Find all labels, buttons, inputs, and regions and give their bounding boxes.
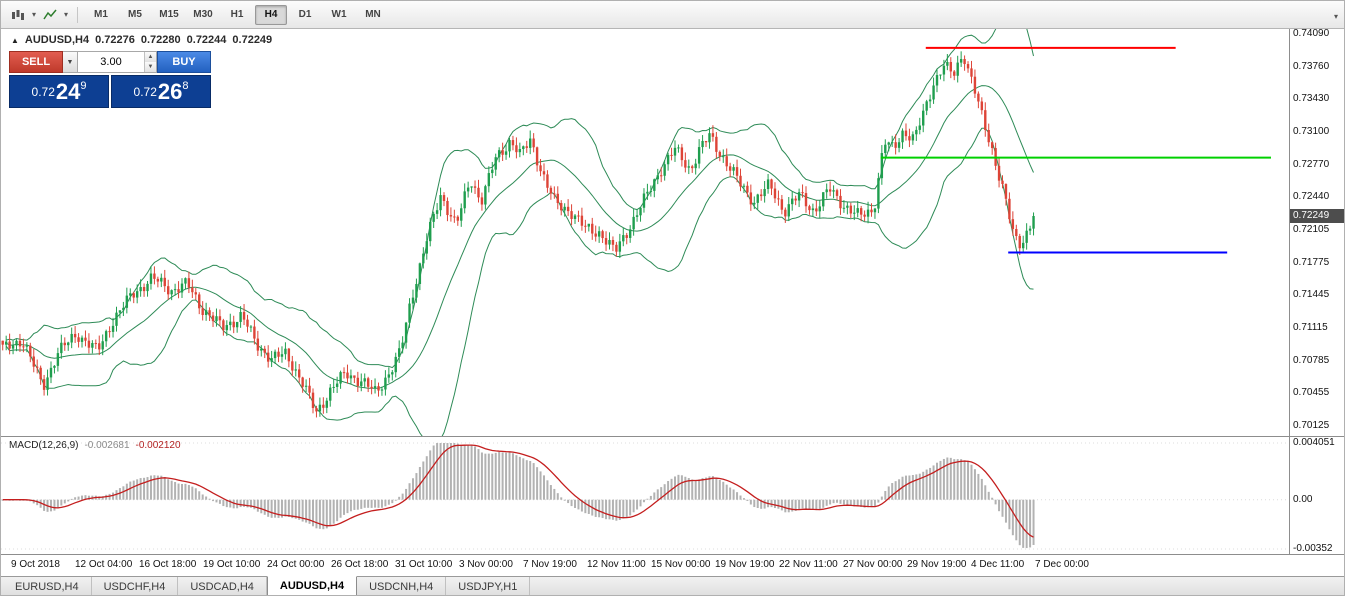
chart-tab-bar: EURUSD,H4 USDCHF,H4 USDCAD,H4 AUDUSD,H4 USDC… [1,576,1344,595]
sell-price-big: 24 [55,78,81,104]
trade-prices-row: 0.72 24 9 0.72 26 8 [9,75,211,108]
time-tick: 24 Oct 00:00 [267,559,325,570]
timeframe-m5[interactable]: M5 [128,9,142,20]
chart-type-dropdown-icon[interactable]: ▾ [31,10,36,19]
sell-button[interactable]: SELL [9,51,63,73]
price-tick: 0.72105 [1293,224,1330,236]
chart-area: ▲ AUDUSD,H4 0.72276 0.72280 0.72244 0.72… [1,28,1344,577]
toolbar: ▾ ▾ M1 M5 M15 M30 H1 H4 D1 W1 MN ▾ [1,1,1344,29]
timeframe-m30[interactable]: M30 [193,9,213,20]
time-tick: 7 Dec 00:00 [1035,559,1089,570]
price-tick: 0.71775 [1293,256,1330,268]
time-tick: 4 Dec 11:00 [971,559,1025,570]
indicators-icon[interactable] [39,5,61,25]
buy-price-big: 26 [157,78,183,104]
time-tick: 7 Nov 19:00 [523,559,577,570]
chart-tab-usdcnh-h4[interactable]: USDCNH,H4 [357,577,447,595]
time-axis[interactable]: 9 Oct 2018 12 Oct 04:00 16 Oct 18:00 19 Oct… [1,554,1344,577]
timeframe-mn[interactable]: MN [365,9,381,20]
price-tick: 0.74090 [1293,28,1330,39]
time-tick: 22 Nov 11:00 [779,559,838,570]
volume-input[interactable] [78,52,144,72]
time-tick: 15 Nov 00:00 [651,559,711,570]
quote-header: ▲ AUDUSD,H4 0.72276 0.72280 0.72244 0.72… [11,34,272,46]
volume-box: ▲ ▼ [78,51,157,73]
macd-tick: -0.00352 [1293,543,1333,554]
buy-price-pip: 8 [182,80,189,92]
price-tick: 0.72440 [1293,191,1330,203]
time-tick: 19 Nov 19:00 [715,559,775,570]
volume-stepper: ▲ ▼ [144,52,156,72]
price-tick: 0.72770 [1293,158,1330,170]
price-axis[interactable]: 0.74090 0.73760 0.73430 0.73100 0.72770 0.724… [1289,28,1344,436]
quote-high: 0.72280 [140,34,181,46]
price-tick: 0.71115 [1293,322,1328,334]
toolbar-overflow-icon[interactable]: ▾ [1333,11,1338,21]
time-tick: 9 Oct 2018 [11,559,60,570]
price-tick: 0.70455 [1293,387,1330,399]
price-tick: 0.71445 [1293,289,1330,301]
toolbar-separator [77,6,78,23]
trade-controls-row: SELL ▼ ▲ ▼ BUY [9,51,211,73]
chart-tab-audusd-h4[interactable]: AUDUSD,H4 [266,576,358,595]
quote-open: 0.72276 [95,34,135,46]
toolbar-right: ▾ [1334,6,1338,24]
time-tick: 29 Nov 19:00 [907,559,967,570]
time-tick: 27 Nov 00:00 [843,559,903,570]
macd-tick: 0.004051 [1293,437,1335,448]
time-tick: 31 Oct 10:00 [395,559,453,570]
timeframe-d1[interactable]: D1 [298,9,312,20]
indicator-line-glyph [43,9,57,19]
buy-price-box[interactable]: 0.72 26 8 [111,75,211,108]
candlestick-glyph [12,9,24,20]
time-tick: 19 Oct 10:00 [203,559,261,570]
macd-main-value: -0.002681 [84,440,130,451]
macd-signal-value: -0.002120 [135,440,181,451]
time-tick: 12 Nov 11:00 [587,559,646,570]
chart-tab-usdchf-h4[interactable]: USDCHF,H4 [92,577,179,595]
volume-decrease-icon[interactable]: ▼ [145,62,156,72]
one-click-trading-panel: SELL ▼ ▲ ▼ BUY 0.72 24 9 0.7 [9,51,211,108]
chart-type-icon[interactable] [7,5,29,25]
price-chart[interactable] [1,29,1289,436]
sell-price-box[interactable]: 0.72 24 9 [9,75,109,108]
chart-tab-eurusd-h4[interactable]: EURUSD,H4 [3,577,92,595]
time-tick: 26 Oct 18:00 [331,559,389,570]
macd-panel[interactable] [1,436,1289,554]
price-tick: 0.70785 [1293,354,1330,366]
time-tick: 16 Oct 18:00 [139,559,197,570]
quote-symbol: AUDUSD,H4 [24,34,90,46]
buy-button[interactable]: BUY [157,51,211,73]
volume-increase-icon[interactable]: ▲ [145,52,156,62]
order-type-dropdown-icon[interactable]: ▼ [63,51,78,73]
indicators-dropdown-icon[interactable]: ▾ [63,10,68,19]
macd-axis[interactable]: 0.004051 0.00 -0.00352 [1289,436,1344,554]
macd-tick: 0.00 [1293,493,1313,505]
price-tick: 0.73100 [1293,125,1330,137]
timeframe-h4[interactable]: H4 [255,4,287,25]
chart-tab-usdjpy-h1[interactable]: USDJPY,H1 [446,577,531,595]
timeframe-bar: M1 M5 M15 M30 H1 H4 D1 W1 MN [84,4,390,25]
chart-tab-usdcad-h4[interactable]: USDCAD,H4 [178,577,267,595]
time-tick: 12 Oct 04:00 [75,559,133,570]
price-tick: 0.70125 [1293,420,1330,431]
timeframe-w1[interactable]: W1 [331,9,347,20]
price-tick: 0.73760 [1293,60,1330,72]
macd-name: MACD(12,26,9) [9,440,79,451]
timeframe-m1[interactable]: M1 [94,9,108,20]
quote-low: 0.72244 [186,34,227,46]
sell-price-pip: 9 [80,80,87,92]
buy-price-prefix: 0.72 [133,84,157,99]
quote-close: 0.72249 [232,34,273,46]
timeframe-h1[interactable]: H1 [230,9,244,20]
timeframe-m15[interactable]: M15 [159,9,179,20]
chart-tools-group: ▾ ▾ [7,5,71,25]
last-price-badge: 0.72249 [1290,209,1344,223]
time-tick: 3 Nov 00:00 [459,559,513,570]
sell-price-prefix: 0.72 [31,84,55,99]
symbol-marker-icon: ▲ [11,35,19,45]
price-tick: 0.73430 [1293,93,1330,105]
macd-label: MACD(12,26,9) -0.002681 -0.002120 [9,440,181,451]
